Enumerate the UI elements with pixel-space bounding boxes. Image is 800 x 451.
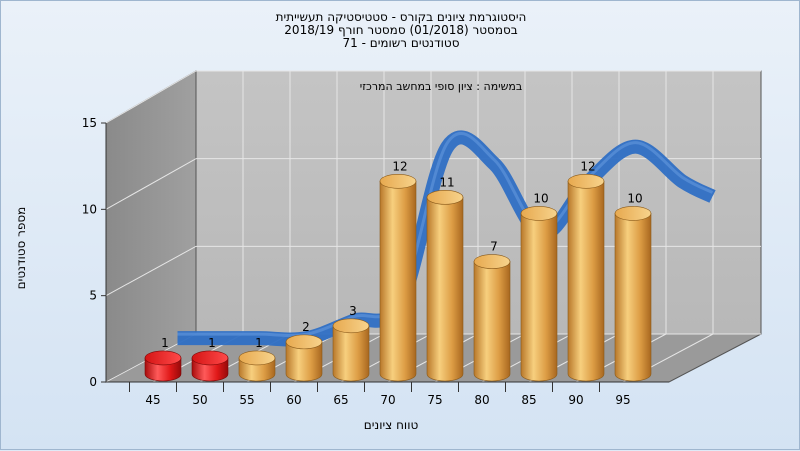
grid-line-side bbox=[105, 245, 197, 297]
bar-top bbox=[567, 174, 605, 189]
bar-70: 12 bbox=[379, 159, 417, 382]
bar-value-label: 10 bbox=[533, 191, 548, 205]
chart-title: היסטוגרמת ציונים בקורס - סטטיסטיקה תעשיי… bbox=[1, 11, 800, 50]
title-line-2: בסמסטר (01/2018) סמסטר חורף 2018/19 bbox=[284, 23, 518, 37]
bar-top bbox=[473, 254, 511, 269]
bar-top bbox=[144, 350, 182, 366]
bar-value-label: 2 bbox=[302, 320, 310, 334]
bar-80: 7 bbox=[473, 240, 511, 382]
bar-top bbox=[379, 174, 417, 189]
bar-top bbox=[238, 350, 276, 366]
x-tick-label: 95 bbox=[615, 393, 630, 407]
bar-body bbox=[567, 181, 605, 382]
x-tick-label: 65 bbox=[333, 393, 348, 407]
x-tick-label: 60 bbox=[286, 393, 301, 407]
bar-value-label: 3 bbox=[349, 304, 357, 318]
chart-subtitle: במשימה : ציון סופי במחשב המרכזי bbox=[359, 80, 523, 93]
bar-75: 11 bbox=[426, 175, 464, 382]
bar-value-label: 11 bbox=[439, 175, 454, 189]
bar-body bbox=[379, 181, 417, 382]
distribution-curve bbox=[177, 130, 716, 347]
bar-top bbox=[285, 334, 323, 350]
bar-body bbox=[426, 197, 464, 382]
bar-body bbox=[473, 261, 511, 382]
bar-value-label: 1 bbox=[208, 336, 216, 350]
distribution-curve-highlight bbox=[177, 132, 714, 337]
bar-65: 3 bbox=[332, 304, 370, 382]
x-tick-label: 50 bbox=[192, 393, 207, 407]
bar-top bbox=[520, 206, 558, 221]
y-tick-label: 5 bbox=[89, 289, 97, 303]
x-tick-label: 70 bbox=[380, 393, 395, 407]
x-tick-label: 80 bbox=[474, 393, 489, 407]
y-tick-label: 15 bbox=[82, 116, 97, 130]
bar-60: 2 bbox=[285, 320, 323, 382]
x-tick-label: 55 bbox=[239, 393, 254, 407]
bar-body bbox=[520, 213, 558, 382]
bar-value-label: 7 bbox=[490, 240, 498, 254]
bar-top bbox=[191, 350, 229, 366]
bar-value-label: 10 bbox=[627, 191, 642, 205]
bar-value-label: 12 bbox=[580, 159, 595, 173]
y-axis-label: מספר סטודנטים bbox=[14, 206, 28, 290]
bar-45: 1 bbox=[144, 336, 182, 382]
bar-95: 10 bbox=[614, 191, 652, 382]
bar-body bbox=[614, 213, 652, 382]
grid-line-side bbox=[105, 158, 197, 210]
y-tick-label: 0 bbox=[89, 375, 97, 389]
x-tick-label: 85 bbox=[521, 393, 536, 407]
bar-value-label: 1 bbox=[255, 336, 263, 350]
bar-value-label: 12 bbox=[392, 159, 407, 173]
x-tick-label: 90 bbox=[568, 393, 583, 407]
bar-55: 1 bbox=[238, 336, 276, 382]
bar-body bbox=[285, 341, 323, 382]
x-tick-label: 45 bbox=[145, 393, 160, 407]
bar-top bbox=[426, 190, 464, 205]
bar-value-label: 1 bbox=[161, 336, 169, 350]
y-tick-label: 10 bbox=[82, 202, 97, 216]
bar-90: 12 bbox=[567, 159, 605, 382]
bar-body bbox=[332, 325, 370, 382]
title-line-1: היסטוגרמת ציונים בקורס - סטטיסטיקה תעשיי… bbox=[275, 10, 527, 24]
bar-85: 10 bbox=[520, 191, 558, 382]
bar-top bbox=[332, 318, 370, 334]
title-line-3: סטודנטים רשומים - 71 bbox=[342, 36, 460, 50]
bar-50: 1 bbox=[191, 336, 229, 382]
x-axis-label: טווח ציונים bbox=[363, 418, 419, 432]
x-tick-label: 75 bbox=[427, 393, 442, 407]
bar-top bbox=[614, 206, 652, 221]
grid-line-side bbox=[105, 70, 197, 124]
